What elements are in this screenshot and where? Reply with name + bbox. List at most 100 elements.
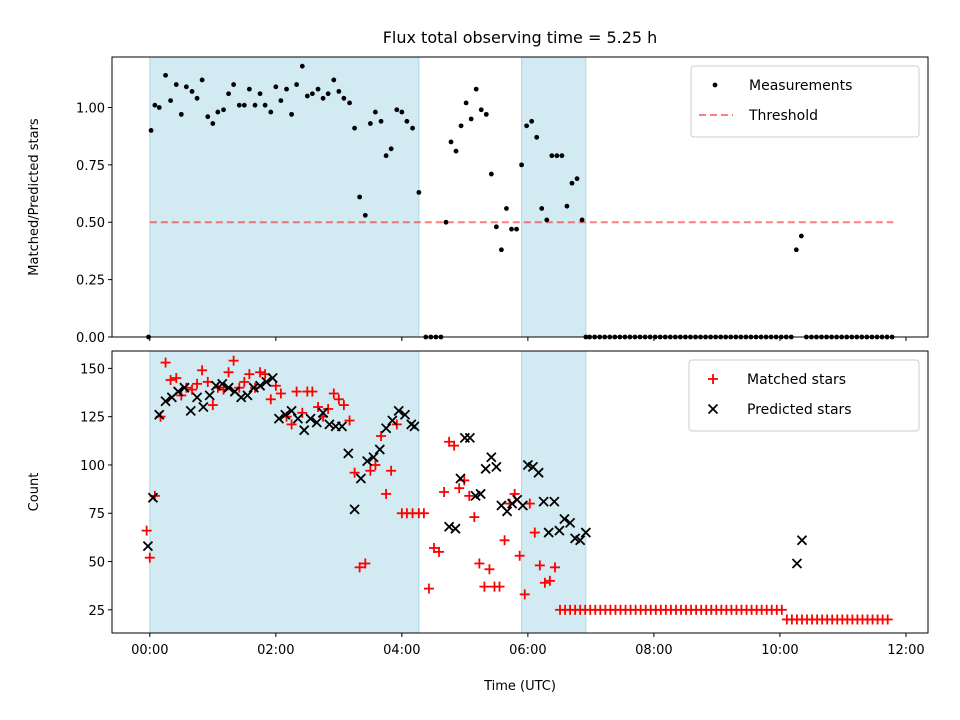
ratio-series-0-point xyxy=(246,86,252,92)
ratio-series-0-point xyxy=(453,148,459,154)
count-series-1-point xyxy=(324,419,335,430)
count-series-0-point xyxy=(474,558,485,569)
count-series-1-point-stroke-1 xyxy=(160,396,171,407)
count-series-0-point xyxy=(469,512,480,523)
count-series-1-point xyxy=(198,401,209,413)
count-series-0-point xyxy=(459,475,470,486)
count-series-1-point xyxy=(261,376,272,388)
count-series-1-point xyxy=(368,452,379,463)
count-series-1-point xyxy=(554,525,565,536)
ratio-series-0-point xyxy=(325,91,331,97)
count-series-1-point xyxy=(267,372,278,384)
count-legend-swatch xyxy=(708,374,718,384)
ratio-series-0-point xyxy=(367,121,373,126)
ratio-series-0-point xyxy=(241,102,247,108)
count-series-0-point xyxy=(423,583,434,594)
count-series-0-point xyxy=(549,562,560,573)
count-series-1-point-stroke-1 xyxy=(387,415,398,426)
count-series-1-point xyxy=(311,417,322,428)
count-series-1-point xyxy=(464,432,476,444)
count-series-0-point xyxy=(544,575,555,586)
ratio-y-tick-label: 0.75 xyxy=(76,159,105,174)
ratio-series-0-point xyxy=(463,100,469,106)
count-observing-window-1 xyxy=(521,350,587,634)
ratio-series-0-point xyxy=(569,180,575,186)
count-series-1-point-stroke-1 xyxy=(355,473,367,484)
count-series-1-point xyxy=(292,413,304,424)
ratio-series-0-point xyxy=(443,219,449,225)
ratio-series-0-point xyxy=(352,125,357,131)
count-series-0-point xyxy=(160,357,171,368)
ratio-series-1-point xyxy=(798,233,804,239)
count-series-1-point-stroke-1 xyxy=(349,504,360,515)
ratio-series-0-point xyxy=(399,109,405,115)
count-series-1-point xyxy=(450,523,461,534)
x-tick-label: 12:00 xyxy=(887,643,924,658)
count-series-1-point-stroke-1 xyxy=(299,425,310,436)
ratio-series-0-point xyxy=(226,91,231,97)
ratio-series-0-point xyxy=(529,118,535,124)
count-series-1-point-stroke-1 xyxy=(362,455,373,467)
count-y-tick-label: 50 xyxy=(88,556,105,571)
ratio-observing-window-1 xyxy=(521,56,587,338)
ratio-series-0-point xyxy=(304,93,310,99)
count-series-1-point xyxy=(538,496,549,507)
ratio-series-0-point xyxy=(278,98,284,104)
ratio-series-0-point xyxy=(273,84,279,90)
count-series-0-point xyxy=(344,415,355,426)
count-series-0-point xyxy=(333,394,344,405)
count-series-1-point xyxy=(501,506,513,517)
count-series-1-point-stroke-1 xyxy=(311,417,322,428)
count-series-1-point xyxy=(305,413,316,424)
ratio-series-0-point xyxy=(468,116,474,122)
ratio-series-0-point xyxy=(205,114,211,120)
count-series-1-point xyxy=(160,396,171,407)
count-series-1-point-stroke-1 xyxy=(393,405,404,417)
count-series-1-point-stroke-1 xyxy=(409,421,420,432)
count-series-1-point-stroke-1 xyxy=(796,535,808,546)
count-series-1-point-stroke-1 xyxy=(559,513,570,525)
ratio-series-0-point xyxy=(544,217,550,223)
ratio-series-0-point xyxy=(268,109,274,115)
ratio-series-0-point xyxy=(574,176,580,182)
count-series-1-point-stroke-1 xyxy=(543,527,554,538)
count-series-1-point-stroke-1 xyxy=(142,540,154,552)
ratio-series-0-point xyxy=(183,84,189,90)
count-series-0-point xyxy=(239,376,250,387)
count-series-1-point xyxy=(349,504,360,515)
count-series-0-point xyxy=(338,400,349,411)
ratio-series-0-point xyxy=(320,95,326,101)
count-series-0-point xyxy=(255,367,266,378)
count-series-1-point-stroke-1 xyxy=(223,382,234,393)
count-legend-label: Predicted stars xyxy=(747,402,852,418)
count-observing-window-0 xyxy=(149,350,420,634)
ratio-series-0-point xyxy=(458,123,464,129)
ratio-legend-label: Measurements xyxy=(749,78,852,94)
count-series-0-point xyxy=(365,465,376,476)
count-series-1-point-stroke-1 xyxy=(317,407,329,418)
count-series-0-point xyxy=(454,483,465,494)
count-series-0-point xyxy=(286,419,297,430)
ratio-series-0-point xyxy=(284,86,289,92)
count-series-1-point xyxy=(254,380,266,391)
count-series-1-point-stroke-1 xyxy=(575,535,586,546)
ratio-series-0-point xyxy=(372,109,378,115)
count-series-0-point xyxy=(207,400,218,411)
count-series-1-point-stroke-1 xyxy=(569,533,581,544)
ratio-observing-window-0 xyxy=(149,56,420,338)
count-legend-label: Matched stars xyxy=(747,372,846,388)
count-series-0-point xyxy=(228,355,239,366)
ratio-y-tick-label: 1.00 xyxy=(76,101,105,116)
count-series-1-point xyxy=(480,463,491,474)
count-series-1-point-stroke-1 xyxy=(198,401,209,413)
ratio-series-0-point xyxy=(309,91,315,97)
ratio-series-0-point xyxy=(483,111,489,117)
count-series-0-point xyxy=(381,488,392,499)
ratio-series-0-point xyxy=(210,121,216,126)
ratio-series-0-point xyxy=(514,226,519,232)
count-series-1-point-stroke-1 xyxy=(248,382,259,393)
ratio-series-0-point xyxy=(336,89,342,94)
count-series-1-point xyxy=(559,513,570,525)
count-series-0-point xyxy=(434,546,445,557)
count-series-1-point xyxy=(336,421,348,432)
